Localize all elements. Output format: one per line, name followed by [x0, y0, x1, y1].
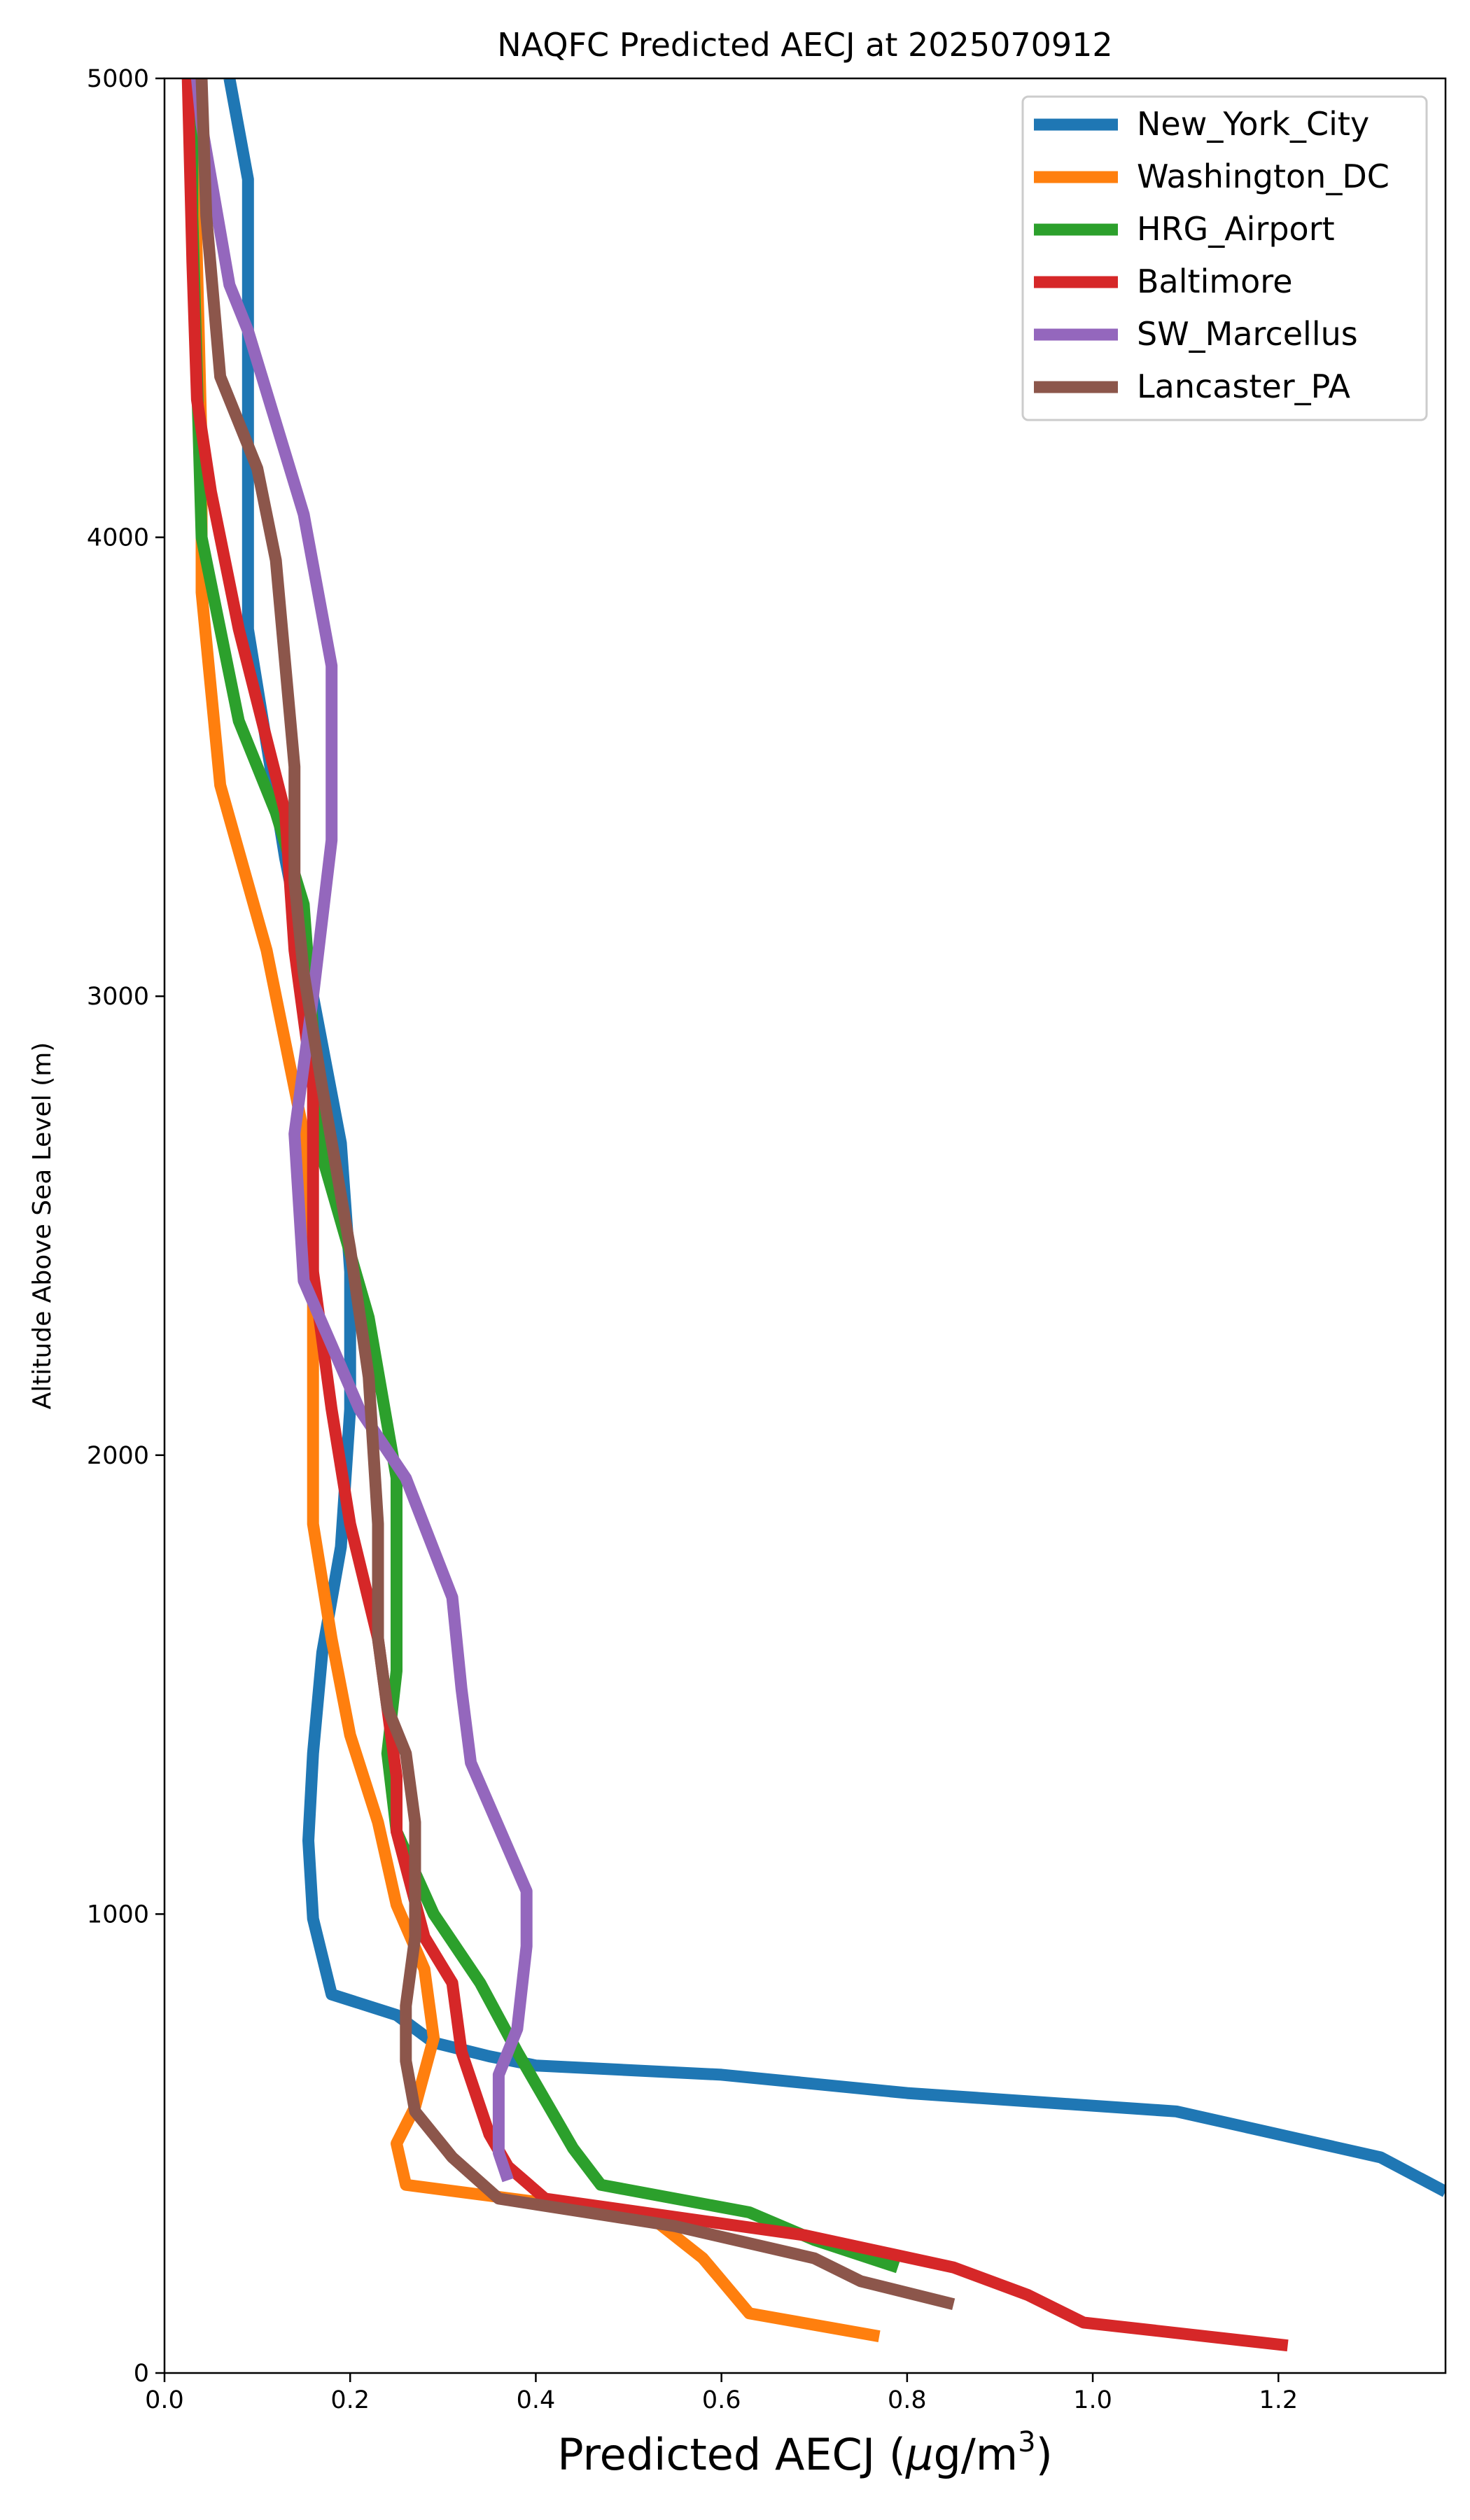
y-tick-label: 4000 [87, 524, 149, 552]
y-axis-label: Altitude Above Sea Level (m) [28, 1042, 57, 1410]
x-axis-label-unit: g/m [933, 2429, 1018, 2480]
x-tick-label: 0.8 [888, 2386, 927, 2414]
series-line-sw-marcellus [190, 78, 533, 2183]
legend: New_York_City Washington_DC HRG_Airport Bal… [1021, 95, 1428, 421]
x-tick-label: 0.2 [330, 2386, 370, 2414]
x-axis-label-main: Predicted AECJ ( [557, 2429, 906, 2480]
legend-box [1021, 95, 1428, 421]
series-layer [181, 78, 1446, 2352]
x-tick-label: 1.2 [1259, 2386, 1298, 2414]
series-line-baltimore [181, 78, 1289, 2352]
y-tick-label: 5000 [87, 65, 149, 93]
legend-label: Washington_DC [1137, 158, 1390, 195]
x-tick-label: 0.0 [145, 2386, 184, 2414]
x-tick-label: 0.4 [517, 2386, 556, 2414]
x-axis-label: Predicted AECJ (µg/m3) [557, 2426, 1053, 2480]
y-tick-label: 0 [134, 2360, 149, 2388]
plot-frame [163, 77, 1447, 2374]
legend-label: SW_Marcellus [1137, 315, 1358, 353]
ticks-layer: 0.0 0.2 0.4 0.6 0.8 1.0 1.2 0 1000 2000 3000 4000 50… [87, 65, 1298, 2414]
chart-title: NAQFC Predicted AECJ at 2025070912 [497, 26, 1112, 64]
legend-entries: New_York_City Washington_DC HRG_Airport Bal… [1034, 105, 1390, 405]
x-axis-label-superscript: 3 [1018, 2426, 1035, 2458]
y-tick-label: 3000 [87, 983, 149, 1011]
legend-label: Lancaster_PA [1137, 368, 1350, 405]
x-axis-label-mu: µ [905, 2429, 933, 2480]
series-line-lancaster-pa [195, 78, 955, 2310]
x-tick-label: 0.6 [702, 2386, 741, 2414]
legend-label: HRG_Airport [1137, 210, 1335, 248]
y-tick-label: 1000 [87, 1900, 149, 1928]
legend-label: Baltimore [1137, 262, 1293, 300]
y-tick-label: 2000 [87, 1442, 149, 1470]
x-axis-label-close: ) [1036, 2429, 1053, 2480]
x-tick-label: 1.0 [1073, 2386, 1112, 2414]
legend-label: New_York_City [1137, 105, 1369, 143]
